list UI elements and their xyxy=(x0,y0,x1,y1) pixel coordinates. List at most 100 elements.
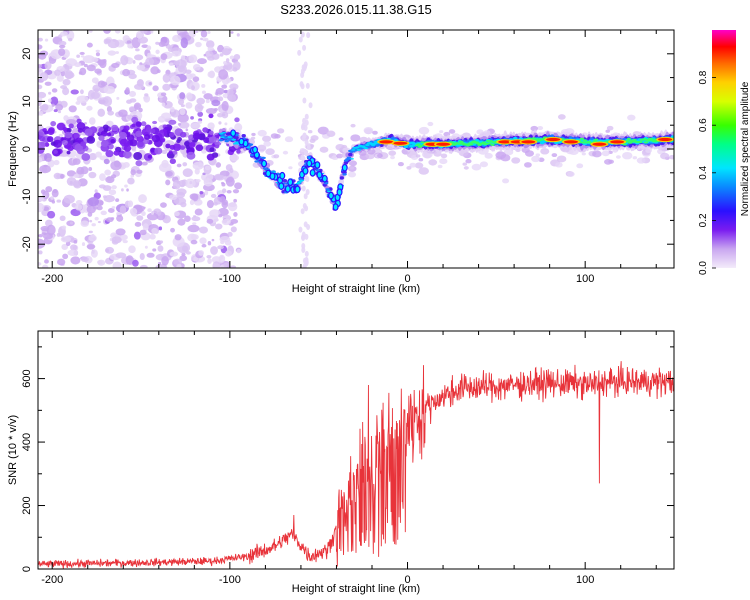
noise-blob xyxy=(38,44,43,50)
noise-blob xyxy=(162,83,171,91)
noise-blob xyxy=(465,159,472,164)
noise-blob xyxy=(142,161,148,166)
noise-blob xyxy=(52,188,58,194)
noise-blob xyxy=(111,206,116,209)
noise-blob xyxy=(151,210,155,215)
noise-blob xyxy=(184,178,196,189)
noise-blob xyxy=(73,173,80,179)
noise-blob xyxy=(439,130,444,134)
noise-blob xyxy=(122,161,130,168)
noise-blob xyxy=(181,252,186,257)
noise-blob xyxy=(227,202,238,212)
noise-blob xyxy=(89,219,93,223)
noise-blob xyxy=(194,208,203,216)
noise-blob xyxy=(155,41,160,45)
noise-blob xyxy=(302,97,307,104)
noise-blob xyxy=(162,73,171,83)
noise-blob xyxy=(170,75,181,86)
noise-blob xyxy=(192,222,197,225)
noise-blob xyxy=(176,163,182,168)
noise-blob xyxy=(300,68,305,75)
noise-blob xyxy=(221,48,231,56)
noise-blob xyxy=(284,136,294,143)
noise-blob xyxy=(503,148,514,156)
x-tick-label: -100 xyxy=(219,273,241,285)
ridge-segment xyxy=(218,138,224,142)
noise-blob xyxy=(147,208,152,213)
noise-blob xyxy=(128,245,136,254)
ridge-segment xyxy=(234,135,239,140)
noise-blob xyxy=(297,49,302,56)
ridge-segment xyxy=(579,137,585,140)
noise-blob xyxy=(222,188,227,194)
noise-blob xyxy=(230,31,234,34)
noise-blob xyxy=(190,239,198,245)
noise-blob xyxy=(53,109,58,113)
noise-blob xyxy=(377,153,383,158)
noise-blob xyxy=(51,88,58,93)
ridge-hotspot-core xyxy=(393,141,408,145)
ridge-segment xyxy=(632,138,637,141)
noise-blob xyxy=(185,128,189,132)
noise-blob xyxy=(537,125,544,131)
noise-blob xyxy=(58,44,66,49)
noise-blob xyxy=(128,106,136,112)
noise-blob xyxy=(76,95,89,103)
noise-blob xyxy=(47,98,52,103)
band-blob xyxy=(184,141,190,147)
noise-blob xyxy=(119,205,127,215)
noise-blob xyxy=(427,121,434,127)
noise-blob xyxy=(122,68,131,77)
noise-blob xyxy=(169,194,178,201)
noise-blob xyxy=(140,30,148,34)
noise-blob xyxy=(128,90,137,97)
spectrogram-x-label: Height of straight line (km) xyxy=(292,283,420,295)
noise-blob xyxy=(143,96,148,100)
noise-blob xyxy=(168,119,177,125)
snr-x-label: Height of straight line (km) xyxy=(292,583,420,595)
noise-blob xyxy=(502,178,510,184)
noise-blob xyxy=(60,31,68,37)
noise-blob xyxy=(107,110,115,116)
noise-blob xyxy=(236,33,240,37)
noise-blob xyxy=(102,195,107,199)
noise-blob xyxy=(172,179,181,190)
noise-blob xyxy=(94,189,98,194)
noise-blob xyxy=(669,155,674,160)
noise-blob xyxy=(46,157,52,162)
noise-blob xyxy=(222,65,228,70)
noise-blob xyxy=(205,40,215,49)
ridge-hotspot-core xyxy=(436,142,451,146)
ridge-dot xyxy=(261,159,268,168)
ridge-segment xyxy=(218,132,224,135)
noise-blob xyxy=(97,59,106,66)
noise-blob xyxy=(207,258,212,264)
noise-blob xyxy=(38,111,42,116)
noise-blob xyxy=(218,214,223,218)
x-tick-label: 100 xyxy=(576,273,594,285)
noise-blob xyxy=(127,177,135,185)
ridge-segment xyxy=(419,145,424,147)
band-blob xyxy=(131,116,139,124)
noise-blob xyxy=(58,40,67,46)
noise-blob xyxy=(232,61,241,71)
noise-blob xyxy=(205,99,210,104)
ridge-hotspot-core xyxy=(498,140,513,144)
ridge-segment xyxy=(231,139,236,141)
noise-blob xyxy=(305,188,310,195)
band-blob xyxy=(74,143,83,152)
noise-blob xyxy=(576,163,584,169)
noise-blob xyxy=(56,199,62,203)
noise-blob xyxy=(236,248,241,254)
noise-blob xyxy=(180,201,187,208)
ridge-segment xyxy=(250,153,255,157)
noise-blob xyxy=(298,226,303,233)
noise-blob xyxy=(150,30,154,34)
band-blob xyxy=(50,121,57,127)
noise-blob xyxy=(217,245,224,250)
noise-blob xyxy=(88,117,96,125)
noise-blob xyxy=(80,220,89,227)
noise-blob xyxy=(129,207,138,215)
noise-blob xyxy=(92,84,100,93)
